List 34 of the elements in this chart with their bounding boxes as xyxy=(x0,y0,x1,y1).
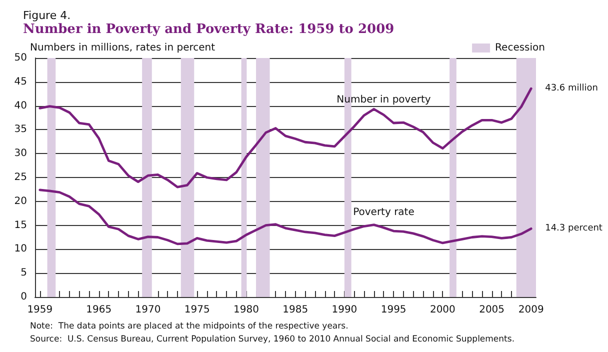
y-tick-label: 10 xyxy=(14,244,27,255)
chart-subtitle: Figure 4. xyxy=(23,9,71,22)
y-tick-label: 25 xyxy=(14,172,27,183)
annotation: 14.3 percent xyxy=(545,224,603,234)
x-tick-label: 2009 xyxy=(518,304,544,316)
x-tick-label: 2005 xyxy=(479,304,505,316)
y-tick-label: 35 xyxy=(14,124,27,136)
line-series xyxy=(38,188,532,246)
y-tick-label: 50 xyxy=(14,52,27,64)
x-tick-label: 1985 xyxy=(282,304,308,316)
x-tick-label: 2000 xyxy=(430,304,456,316)
series-label: Number in poverty xyxy=(336,94,431,106)
y-axis-title: Numbers in millions, rates in percent xyxy=(30,42,216,54)
text: Note: The data points are placed at the midpoints of the respective years. xyxy=(30,322,348,332)
x-tick-label: 1959 xyxy=(27,304,53,316)
series-label: Poverty rate xyxy=(353,207,414,218)
y-tick-label: 30 xyxy=(14,148,27,160)
y-tick-label: 5 xyxy=(20,268,27,279)
annotation: 43.6 million xyxy=(545,84,598,94)
y-tick-label: 20 xyxy=(14,196,27,207)
y-tick-label: 40 xyxy=(14,100,27,112)
source-note: Source: U.S. Census Bureau, Current Population Survey, 1960 to 2010 Annual Social and Economic Supplements. xyxy=(30,334,515,344)
legend-label: Recession xyxy=(495,42,546,54)
x-tick-label: 1995 xyxy=(380,304,406,316)
line-series xyxy=(38,87,532,188)
y-tick-label: 45 xyxy=(14,76,27,88)
chart-title: Number in Poverty and Poverty Rate: 1959 to 2009 xyxy=(23,22,394,37)
y-tick-label: 0 xyxy=(20,292,27,302)
x-tick-label: 1990 xyxy=(332,304,358,316)
y-tick-label: 15 xyxy=(14,220,27,231)
x-tick-label: 1965 xyxy=(86,304,112,316)
x-tick-label: 1980 xyxy=(233,304,259,316)
x-tick-label: 1975 xyxy=(184,304,210,316)
x-tick-label: 1970 xyxy=(135,304,161,316)
